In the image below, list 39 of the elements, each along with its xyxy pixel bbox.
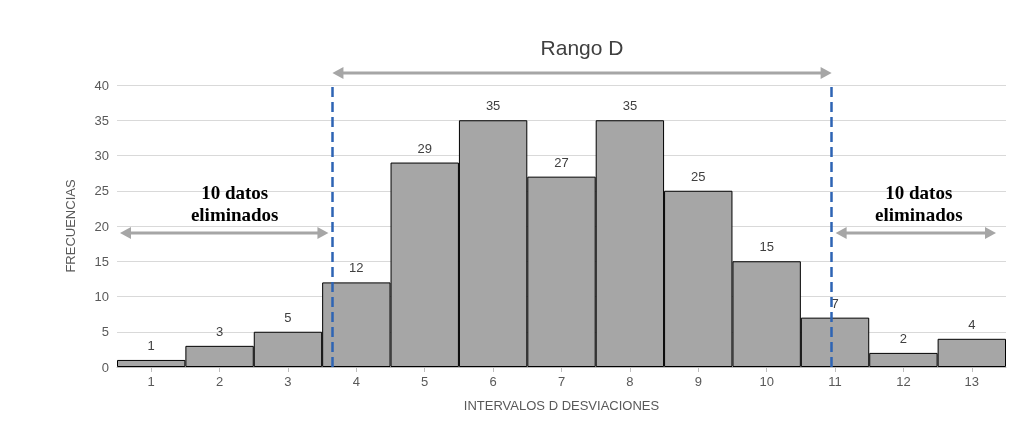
data-label: 25 [691,168,706,184]
x-tick-label: 1 [147,374,155,389]
data-label: 15 [759,239,774,255]
x-tick-label: 13 [964,374,980,389]
x-tick-label: 2 [215,374,224,389]
y-tick-label: 30 [94,148,109,163]
x-axis-title: INTERVALOS D DESVIACIONES [463,398,660,413]
data-label: 12 [349,260,364,276]
y-tick-label: 25 [94,183,109,199]
data-label: 3 [215,323,224,339]
x-tick-label: 3 [284,374,292,389]
x-tick-label: 6 [489,374,497,389]
annotation: 10 datos eliminados [190,182,279,226]
data-label: 5 [284,309,292,325]
annotation: 10 datos eliminados [875,182,963,226]
data-label: 27 [554,154,569,170]
y-tick-label: 40 [94,77,109,93]
data-label: 35 [622,98,638,114]
y-tick-label: 15 [94,253,109,269]
data-label: 29 [417,140,432,156]
data-label: 1 [147,337,155,353]
data-label: 35 [485,98,501,114]
x-tick-label: 9 [694,374,702,389]
y-tick-label: 10 [94,289,109,304]
y-tick-label: 35 [94,112,109,128]
x-tick-label: 5 [421,374,429,389]
x-tick-label: 7 [557,374,566,389]
x-tick-label: 12 [896,374,911,389]
y-tick-label: 0 [101,359,109,375]
x-tick-label: 8 [626,374,634,389]
y-tick-label: 20 [94,218,109,234]
x-tick-label: 4 [352,374,360,389]
x-tick-label: 10 [759,374,774,389]
data-label: 4 [968,316,976,332]
text: Rango D [540,36,624,59]
data-label: 2 [899,330,908,346]
y-axis-title: FRECUENCIAS [63,179,78,273]
y-tick-label: 5 [101,324,109,340]
x-tick-label: 11 [828,374,842,389]
